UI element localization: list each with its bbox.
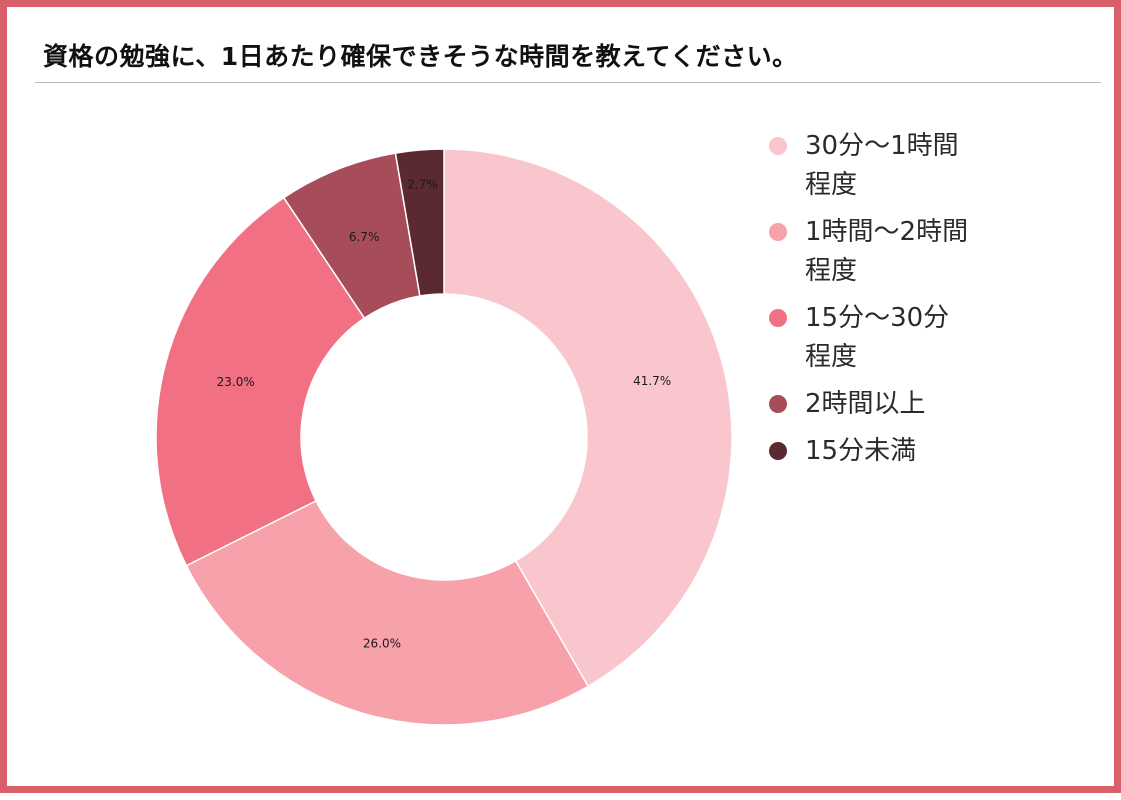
legend-swatch-3 <box>769 309 787 327</box>
data-label-3: 23.0% <box>217 375 255 389</box>
donut-slice-3 <box>155 196 366 567</box>
legend-swatch-4 <box>769 395 787 413</box>
donut-chart: 41.7% 26.0% 23.0% 6.7% 2.7% <box>155 148 733 726</box>
chart-title: 資格の勉強に、1日あたり確保できそうな時間を教えてください。 <box>43 42 798 71</box>
title-divider <box>35 82 1101 83</box>
legend-label-3: 15分〜30分程度 <box>805 303 950 372</box>
donut-slice-1 <box>443 148 733 688</box>
data-label-4: 6.7% <box>349 230 380 244</box>
legend-swatch-5 <box>769 442 787 460</box>
data-label-1: 41.7% <box>633 374 671 388</box>
legend-label-4: 2時間以上 <box>805 389 926 419</box>
legend-item-2: 1時間〜2時間程度 <box>769 213 1089 291</box>
donut-slice-2 <box>185 499 590 726</box>
legend-label-1: 30分〜1時間程度 <box>805 131 959 200</box>
data-label-2: 26.0% <box>363 636 401 650</box>
legend-swatch-1 <box>769 137 787 155</box>
legend-item-3: 15分〜30分程度 <box>769 299 1089 377</box>
legend-label-2: 1時間〜2時間程度 <box>805 217 969 286</box>
chart-legend: 30分〜1時間程度 1時間〜2時間程度 15分〜30分程度 2時間以上 15分未満 <box>769 127 1089 479</box>
legend-item-1: 30分〜1時間程度 <box>769 127 1089 205</box>
legend-item-5: 15分未満 <box>769 432 1089 471</box>
data-label-5: 2.7% <box>407 177 438 191</box>
legend-item-4: 2時間以上 <box>769 385 1089 424</box>
legend-label-5: 15分未満 <box>805 436 917 466</box>
donut-slice-5 <box>394 148 445 297</box>
legend-swatch-2 <box>769 223 787 241</box>
